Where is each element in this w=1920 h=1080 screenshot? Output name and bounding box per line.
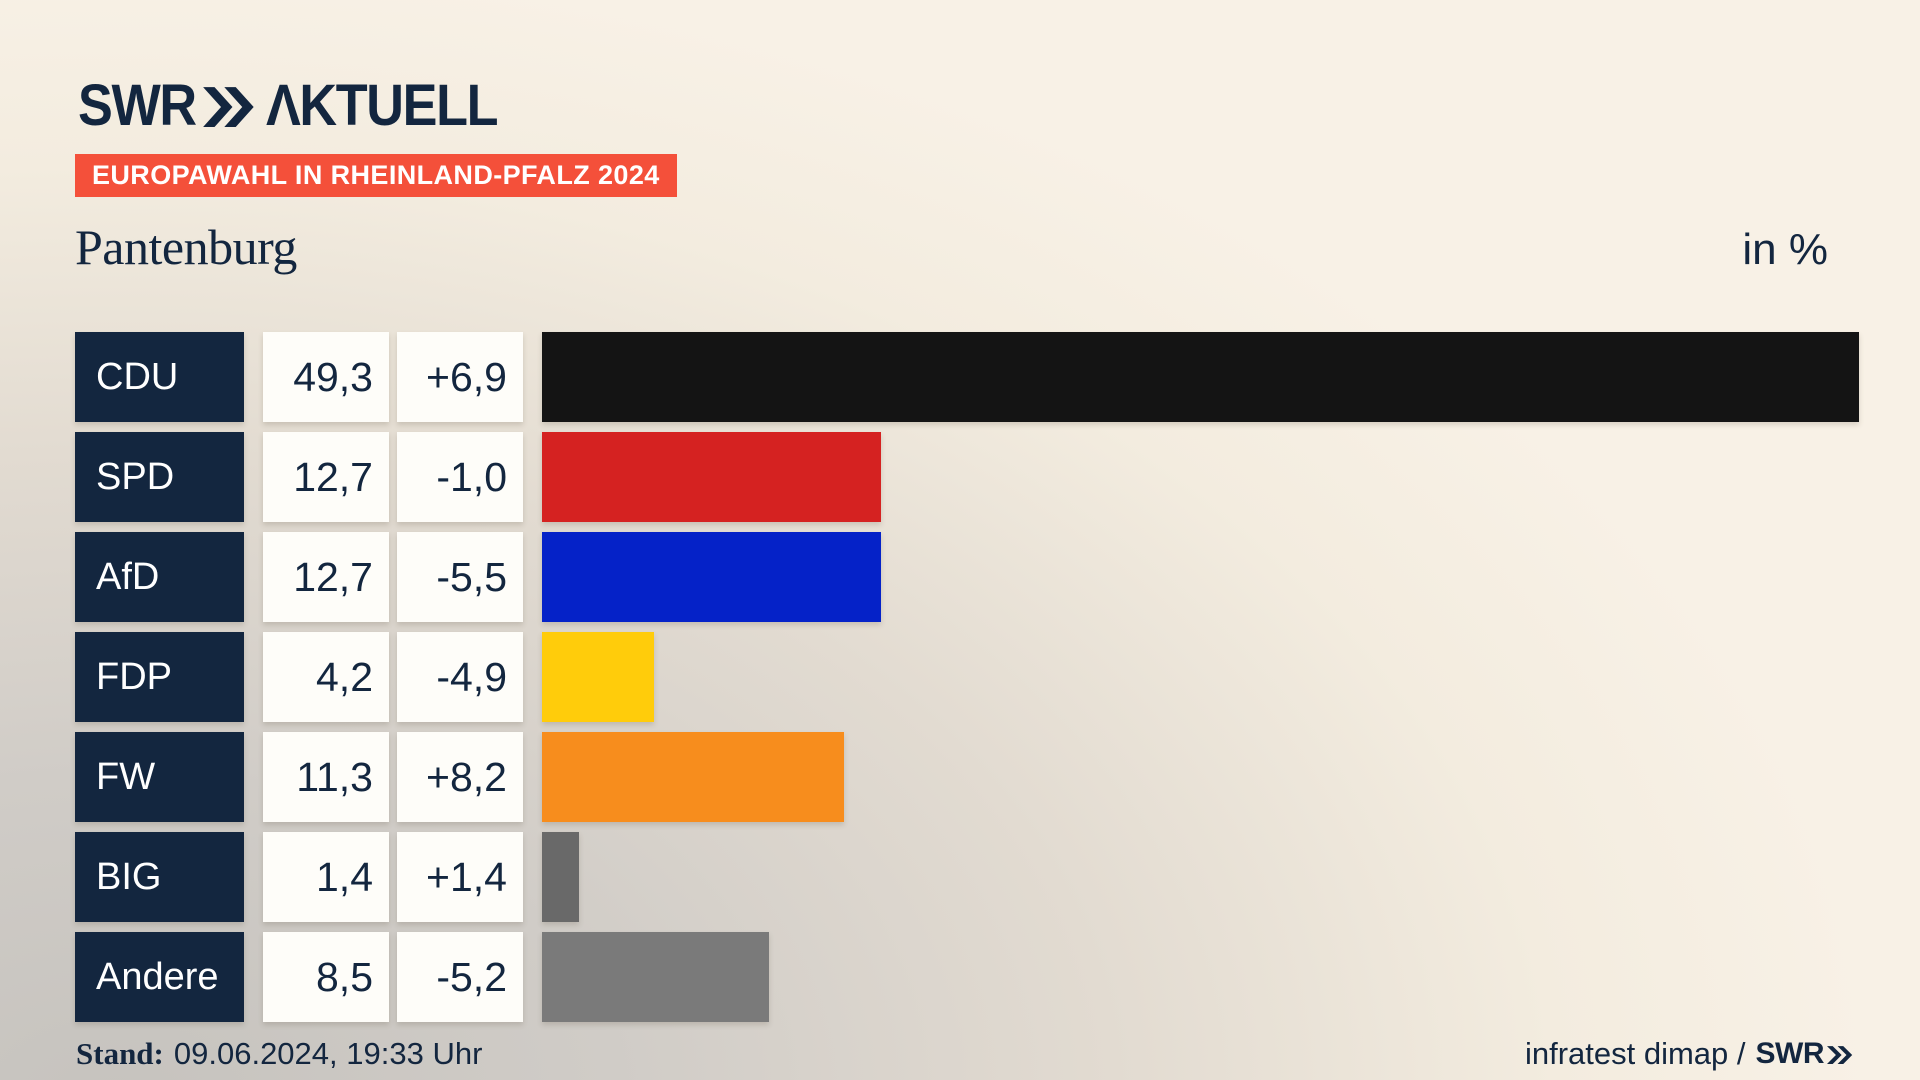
chart-row: SPD 12,7 -1,0	[75, 432, 1859, 522]
party-change-cell: +1,4	[397, 832, 523, 922]
party-change-cell: -1,0	[397, 432, 523, 522]
party-value-cell: 12,7	[263, 532, 389, 622]
results-bar-chart: CDU 49,3 +6,9 SPD 12,7 -1,0 AfD 12,7 -5,5 FDP 4,2-…	[75, 332, 1859, 1032]
chart-row: FW 11,3 +8,2	[75, 732, 1859, 822]
party-value-cell: 12,7	[263, 432, 389, 522]
bar-track	[542, 532, 1859, 622]
election-badge: EUROPAWAHL IN RHEINLAND-PFALZ 2024	[75, 154, 677, 197]
party-change-cell: -4,9	[397, 632, 523, 722]
title-row: Pantenburg in %	[75, 218, 1828, 276]
party-value-cell: 8,5	[263, 932, 389, 1022]
party-change-cell: -5,2	[397, 932, 523, 1022]
source-line: infratest dimap / SWR	[1525, 1036, 1853, 1072]
party-label-cell: SPD	[75, 432, 244, 522]
party-bar	[542, 832, 580, 922]
party-change-cell: +8,2	[397, 732, 523, 822]
party-value-cell: 4,2	[263, 632, 389, 722]
party-label-cell: FW	[75, 732, 244, 822]
bar-track	[542, 632, 1859, 722]
swr-aktuell-logo: SWR ΛKTUELL	[78, 72, 499, 139]
source-text: infratest dimap /	[1524, 1036, 1746, 1071]
bar-track	[542, 732, 1859, 822]
chart-row: Andere 8,5 -5,2	[75, 932, 1859, 1022]
logo-swr-text: SWR	[78, 73, 197, 138]
party-bar	[542, 332, 1859, 422]
bar-track	[542, 332, 1859, 422]
party-bar	[542, 632, 655, 722]
stand-label: Stand:	[76, 1036, 164, 1071]
party-change-cell: -5,5	[397, 532, 523, 622]
party-label-cell: BIG	[75, 832, 244, 922]
party-value-cell: 11,3	[263, 732, 389, 822]
swr-footer-logo: SWR	[1756, 1037, 1854, 1071]
party-label-cell: CDU	[75, 332, 244, 422]
bar-track	[542, 932, 1859, 1022]
party-label-cell: FDP	[75, 632, 244, 722]
party-label-cell: Andere	[75, 932, 244, 1022]
unit-label: in %	[1742, 225, 1828, 274]
double-chevron-icon	[202, 86, 254, 127]
bar-track	[542, 432, 1859, 522]
party-bar	[542, 932, 770, 1022]
chart-row: AfD 12,7 -5,5	[75, 532, 1859, 622]
stand-value: 09.06.2024, 19:33 Uhr	[173, 1036, 483, 1071]
party-bar	[542, 432, 882, 522]
chart-row: CDU 49,3 +6,9	[75, 332, 1859, 422]
party-value-cell: 1,4	[263, 832, 389, 922]
timestamp-line: Stand: 09.06.2024, 19:33 Uhr	[76, 1036, 482, 1072]
footer-logo-swr-text: SWR	[1755, 1037, 1825, 1070]
bar-track	[542, 832, 1859, 922]
chart-row: FDP 4,2 -4,9	[75, 632, 1859, 722]
party-label-cell: AfD	[75, 532, 244, 622]
party-value-cell: 49,3	[263, 332, 389, 422]
party-bar	[542, 532, 882, 622]
double-chevron-icon	[1827, 1046, 1853, 1064]
logo-aktuell-text: ΛKTUELL	[265, 73, 499, 138]
page-title: Pantenburg	[75, 219, 297, 275]
party-change-cell: +6,9	[397, 332, 523, 422]
party-bar	[542, 732, 844, 822]
chart-row: BIG 1,4 +1,4	[75, 832, 1859, 922]
